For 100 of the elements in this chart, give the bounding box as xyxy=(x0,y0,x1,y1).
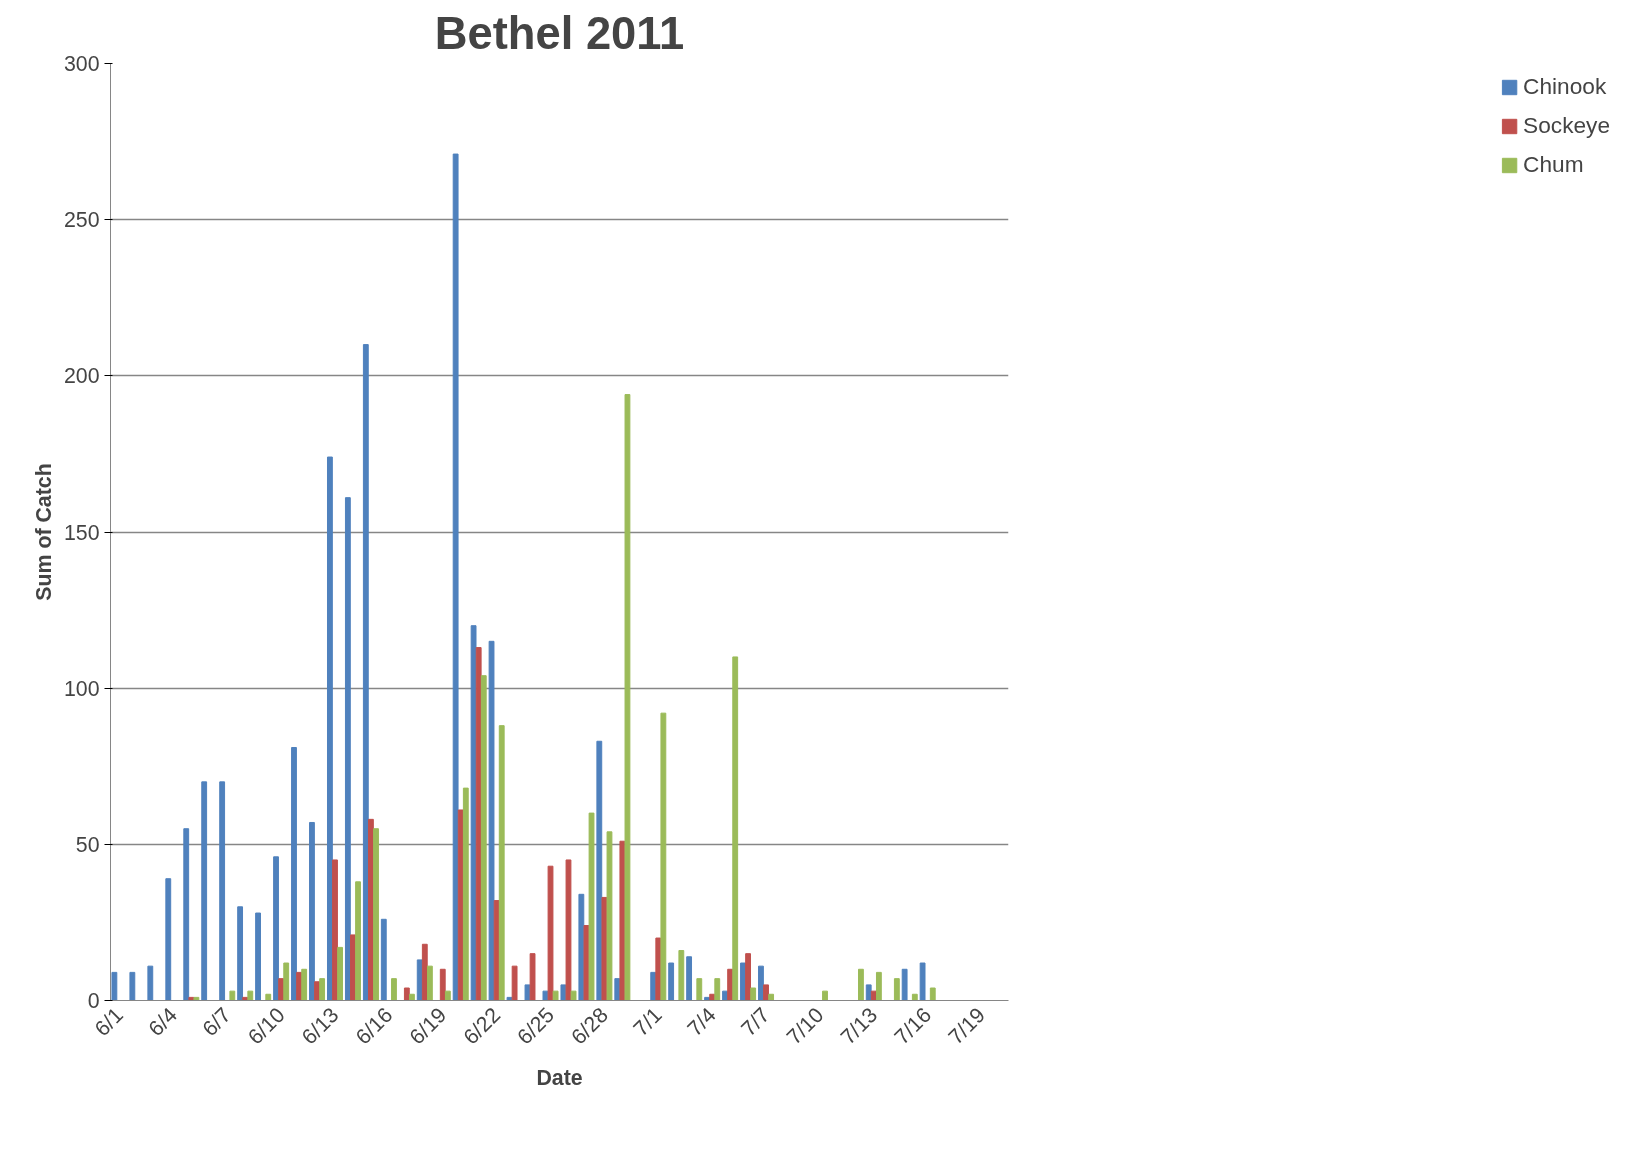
bar xyxy=(758,965,764,1001)
bar xyxy=(488,640,495,1001)
bar xyxy=(247,990,254,1001)
legend-label: Chum xyxy=(1523,151,1584,178)
bar xyxy=(768,993,775,1001)
bar xyxy=(763,984,769,1001)
bar xyxy=(421,943,428,1001)
bar xyxy=(355,881,361,1001)
bar xyxy=(193,996,200,1001)
bar xyxy=(403,987,410,1001)
x-tick-label: 7/13 xyxy=(835,1003,883,1050)
bar xyxy=(229,990,236,1001)
bar xyxy=(265,993,272,1001)
chart-title: Bethel 2011 xyxy=(434,7,685,59)
bar xyxy=(147,965,154,1001)
x-tick-label: 6/28 xyxy=(566,1003,613,1050)
bar xyxy=(865,984,872,1001)
bar xyxy=(696,978,703,1001)
x-tick-label: 7/19 xyxy=(943,1003,991,1050)
bar xyxy=(588,812,595,1001)
bar xyxy=(426,965,433,1001)
x-tick-label: 6/22 xyxy=(458,1003,506,1050)
x-tick-label: 6/7 xyxy=(197,1003,236,1041)
bar xyxy=(929,987,936,1001)
bar xyxy=(344,497,351,1001)
bar xyxy=(732,656,739,1001)
bar xyxy=(919,962,926,1001)
y-tick-label: 250 xyxy=(63,208,100,233)
bar xyxy=(373,828,379,1001)
y-axis-title: Sum of Catch xyxy=(31,463,56,601)
x-tick-label: 6/10 xyxy=(243,1002,290,1050)
bar xyxy=(452,153,459,1001)
bar xyxy=(409,993,415,1001)
bar xyxy=(893,978,900,1001)
bar xyxy=(255,912,261,1001)
bar xyxy=(391,978,397,1001)
bar xyxy=(165,878,172,1001)
y-tick-label: 150 xyxy=(63,520,100,545)
bar xyxy=(660,712,667,1001)
bar xyxy=(183,828,190,1001)
x-tick-label: 7/10 xyxy=(782,1002,829,1050)
legend-label: Sockeye xyxy=(1523,112,1610,139)
bar xyxy=(750,987,757,1001)
y-tick-label: 50 xyxy=(75,832,100,857)
bar xyxy=(201,781,208,1001)
bar xyxy=(332,859,338,1001)
bar xyxy=(462,787,469,1001)
bar xyxy=(529,953,536,1001)
bar xyxy=(875,971,882,1001)
bar xyxy=(301,968,308,1001)
x-tick-label: 6/25 xyxy=(512,1003,560,1050)
y-tick-label: 0 xyxy=(87,989,100,1013)
x-tick-label: 7/16 xyxy=(889,1003,937,1050)
bar xyxy=(570,990,577,1001)
bar xyxy=(511,965,518,1001)
bar xyxy=(565,859,572,1001)
bar xyxy=(678,950,685,1001)
bar xyxy=(283,962,290,1001)
y-tick-label: 100 xyxy=(63,676,100,701)
x-tick-label: 6/19 xyxy=(404,1003,452,1050)
x-tick-label: 7/1 xyxy=(628,1003,667,1041)
bar xyxy=(273,856,279,1001)
bar xyxy=(337,946,344,1001)
x-tick-label: 7/4 xyxy=(682,1002,721,1041)
y-tick-label: 200 xyxy=(63,364,100,389)
bar xyxy=(901,968,908,1001)
x-tick-label: 6/13 xyxy=(297,1003,344,1050)
bar xyxy=(362,344,369,1001)
bar xyxy=(606,831,613,1001)
bar xyxy=(380,918,387,1001)
bar xyxy=(624,394,631,1001)
bar xyxy=(547,865,554,1001)
bar xyxy=(552,990,559,1001)
bar xyxy=(309,821,315,1001)
bar xyxy=(326,456,333,1001)
bar xyxy=(319,978,326,1001)
bar xyxy=(745,953,751,1001)
bar xyxy=(498,725,505,1001)
x-tick-label: 6/4 xyxy=(143,1002,182,1041)
bar xyxy=(858,968,864,1001)
bar xyxy=(578,893,585,1001)
bar xyxy=(911,993,918,1001)
bar xyxy=(714,978,721,1001)
bar xyxy=(291,747,297,1001)
y-tick-label: 300 xyxy=(63,52,100,76)
x-tick-label: 7/7 xyxy=(736,1003,775,1041)
bar xyxy=(111,971,118,1001)
bar xyxy=(219,781,226,1001)
bar xyxy=(506,996,513,1001)
bar xyxy=(129,971,136,1001)
bar xyxy=(237,906,244,1001)
bar xyxy=(439,968,446,1001)
bar xyxy=(822,990,828,1001)
bar xyxy=(596,740,603,1001)
bar xyxy=(444,990,451,1001)
x-axis-title: Date xyxy=(536,1065,583,1090)
x-tick-label: 6/16 xyxy=(351,1003,398,1050)
bar xyxy=(480,675,487,1001)
bar xyxy=(686,956,693,1001)
bar xyxy=(668,962,675,1001)
